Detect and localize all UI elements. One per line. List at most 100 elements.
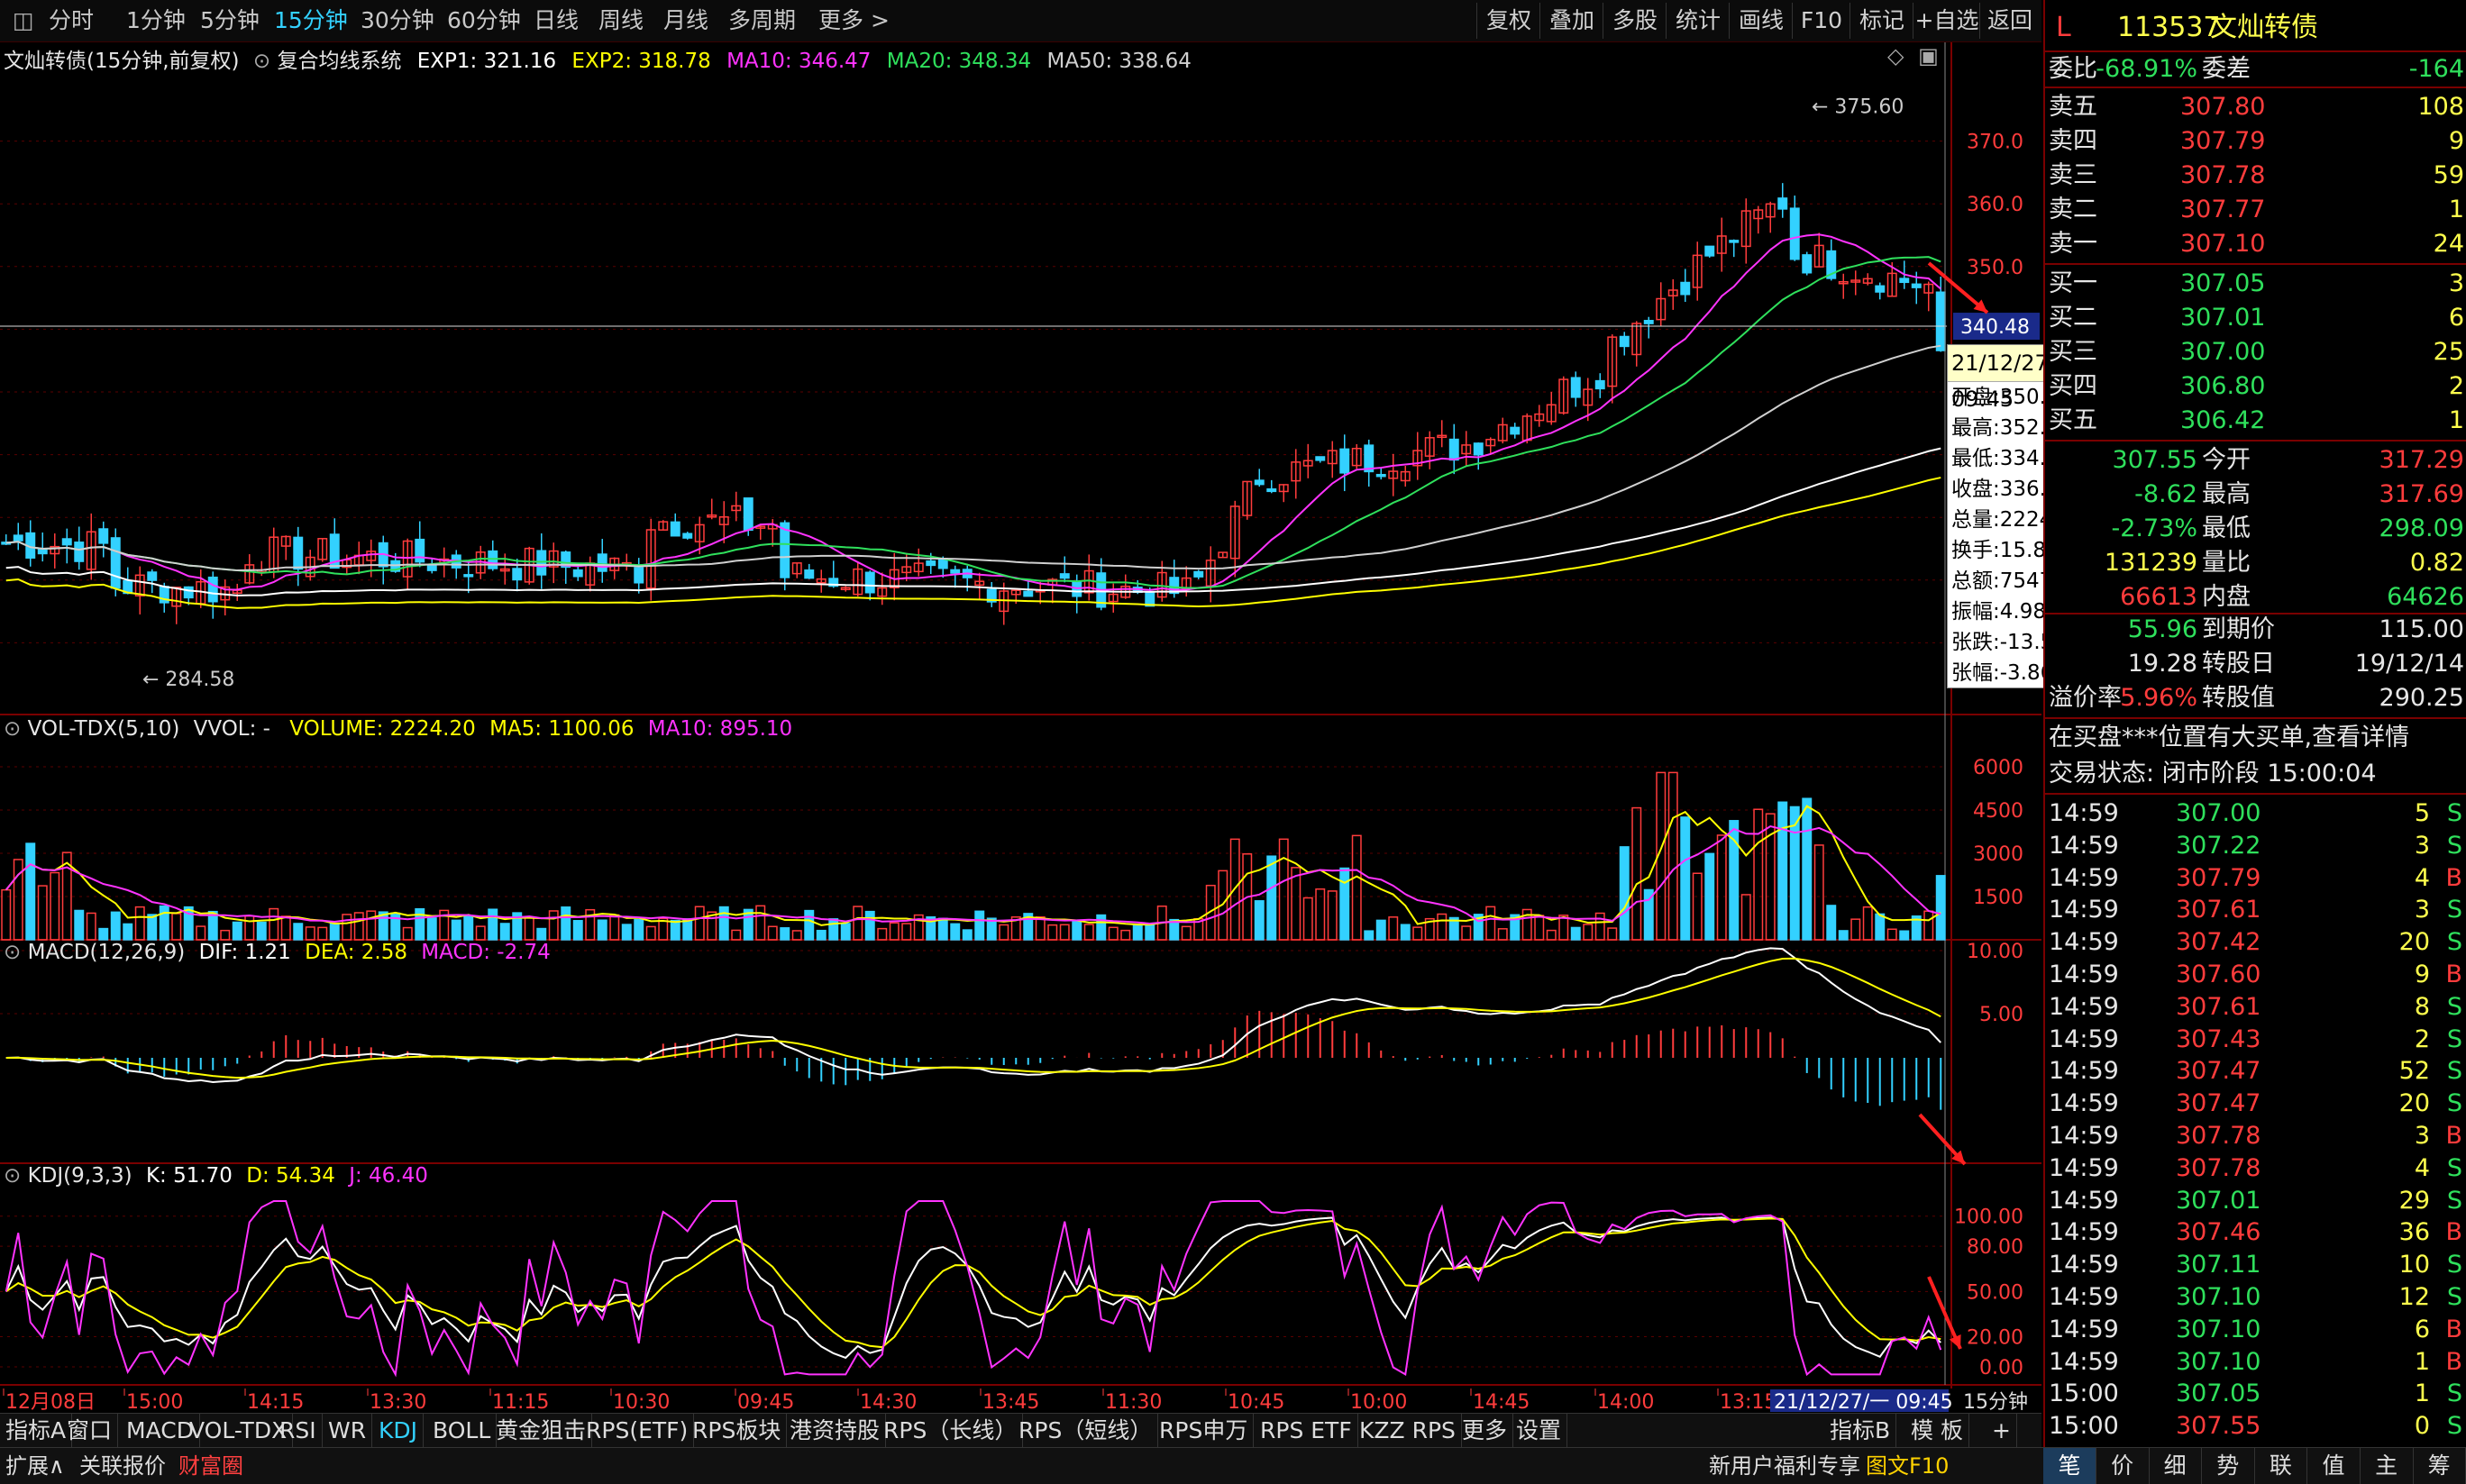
tick-price: 307.55: [2176, 1412, 2261, 1441]
toolbar-button-0[interactable]: 复权: [1476, 3, 1540, 39]
kdj-indicator-name[interactable]: KDJ(9,3,3): [27, 1164, 132, 1188]
indicator-tab-11[interactable]: 港资持股: [784, 1414, 887, 1448]
indicator-tab-0[interactable]: 指标A: [0, 1414, 73, 1448]
indicator-tab-1[interactable]: 窗口: [61, 1414, 119, 1448]
tick-side: S: [2446, 1412, 2462, 1441]
menu-square-icon[interactable]: ◫: [13, 7, 34, 33]
indicator-tab-15[interactable]: RPS ETF: [1255, 1414, 1358, 1448]
indicator-tab-7[interactable]: BOLL: [427, 1414, 498, 1448]
period-tab-0[interactable]: 分时: [49, 7, 95, 33]
indicator-tab-3[interactable]: VOL-TDX: [184, 1414, 294, 1448]
period-tab-7[interactable]: 周线: [598, 7, 644, 33]
period-tab-5[interactable]: 60分钟: [447, 7, 521, 33]
indicator-tab-10[interactable]: RPS板块: [687, 1414, 788, 1448]
time-axis-label: 15:00: [126, 1391, 183, 1413]
indicator-b-tab-0[interactable]: 指标B: [1824, 1414, 1897, 1448]
toolbar-button-4[interactable]: 画线: [1729, 3, 1793, 39]
quote-tab-0[interactable]: 笔: [2043, 1448, 2096, 1484]
period-tab-10[interactable]: 更多 >: [818, 7, 890, 33]
trade-status-row: 交易状态: 闭市阶段 15:00:04: [2045, 757, 2466, 791]
macd-settings-icon[interactable]: ⊙: [4, 941, 22, 964]
indicator-tab-17[interactable]: 更多: [1457, 1414, 1514, 1448]
period-label[interactable]: 15分钟: [1963, 1391, 2028, 1414]
tick-price: 307.10: [2176, 1347, 2261, 1376]
tick-side: S: [2446, 1089, 2462, 1118]
status-promo-0[interactable]: 新用户福利专享: [1709, 1453, 1860, 1479]
quote-tabs: 笔价细势联值主筹: [2043, 1447, 2466, 1484]
period-tab-2[interactable]: 5分钟: [200, 7, 260, 33]
indicator-b-tab-1[interactable]: 模 板: [1905, 1414, 1969, 1448]
period-tab-3[interactable]: 15分钟: [274, 7, 348, 33]
window-icon[interactable]: ▣: [1918, 43, 1939, 68]
indicator-b-tab-2[interactable]: +: [1986, 1414, 2017, 1448]
toolbar-button-2[interactable]: 多股: [1603, 3, 1667, 39]
toolbar-button-8[interactable]: 返回: [1979, 3, 2040, 39]
tick-side: B: [2445, 1315, 2462, 1343]
bid-price: 307.01: [2180, 304, 2266, 332]
ask-price: 307.79: [2180, 127, 2266, 155]
volume-indicator-name[interactable]: VOL-TDX(5,10): [27, 717, 180, 741]
indicator-tab-13[interactable]: RPS（短线）: [1013, 1414, 1159, 1448]
bid-price: 307.05: [2180, 269, 2266, 297]
toolbar-button-3[interactable]: 统计: [1666, 3, 1730, 39]
volume-settings-icon[interactable]: ⊙: [4, 717, 22, 741]
indicator-tab-2[interactable]: MACD: [121, 1414, 200, 1448]
macd-title-row: ⊙ MACD(12,26,9) DIF: 1.21 DEA: 2.58 MACD…: [4, 941, 551, 964]
tick-time: 14:59: [2049, 831, 2119, 860]
quote-tab-2[interactable]: 细: [2149, 1448, 2203, 1484]
indicator-tab-8[interactable]: 黄金狙击: [490, 1414, 593, 1448]
diamond-icon[interactable]: ◇: [1887, 43, 1904, 68]
big-order-notice[interactable]: 在买盘***位置有大买单,查看详情: [2045, 721, 2466, 755]
indicator-tab-4[interactable]: RSI: [274, 1414, 323, 1448]
quote-tab-7[interactable]: 筹: [2413, 1448, 2466, 1484]
toolbar-button-6[interactable]: 标记: [1850, 3, 1913, 39]
kdj-settings-icon[interactable]: ⊙: [4, 1164, 22, 1188]
bid-level-1: 买一 307.05 3: [2045, 267, 2466, 301]
time-cursor-label: 21/12/27/一 09:45: [1774, 1391, 1953, 1413]
period-tab-8[interactable]: 月线: [663, 7, 709, 33]
tick-side: S: [2446, 1283, 2462, 1311]
indicator-tab-16[interactable]: KZZ RPS: [1354, 1414, 1462, 1448]
status-link-1[interactable]: 关联报价: [79, 1453, 166, 1479]
quote-tab-4[interactable]: 联: [2254, 1448, 2308, 1484]
indicator-tab-18[interactable]: 设置: [1511, 1414, 1568, 1448]
period-tab-9[interactable]: 多周期: [728, 7, 797, 33]
indicator-tab-5[interactable]: WR: [323, 1414, 373, 1448]
period-tab-6[interactable]: 日线: [534, 7, 580, 33]
quote-tab-6[interactable]: 主: [2361, 1448, 2414, 1484]
stat-row: 131239 量比 0.82: [2045, 546, 2466, 580]
ask-price: 307.10: [2180, 230, 2266, 258]
toolbar-button-1[interactable]: 叠加: [1539, 3, 1603, 39]
quote-tab-3[interactable]: 势: [2202, 1448, 2255, 1484]
indicator-tab-12[interactable]: RPS（长线）: [878, 1414, 1024, 1448]
indicator-name[interactable]: 复合均线系统: [277, 50, 402, 73]
indicator-tab-9[interactable]: RPS(ETF): [580, 1414, 695, 1448]
market-flag: L: [2056, 12, 2071, 43]
time-axis-label: 14:00: [1597, 1391, 1654, 1413]
dea-value: DEA: 2.58: [305, 941, 407, 964]
indicator-dropdown-icon[interactable]: ⊙: [252, 50, 271, 73]
quote-tab-1[interactable]: 价: [2096, 1448, 2150, 1484]
toolbar-button-5[interactable]: F10: [1792, 3, 1850, 39]
tick-time: 15:00: [2049, 1379, 2119, 1408]
ask-volume: 108: [2417, 93, 2464, 121]
status-promo-1[interactable]: 图文F10: [1866, 1453, 1950, 1479]
indicator-tab-14[interactable]: RPS申万: [1154, 1414, 1255, 1448]
period-toolbar: ◫ 分时 1分钟 5分钟 15分钟 30分钟 60分钟 日线 周线 月线 多周期 更多 > 复权 叠加…: [0, 0, 2041, 42]
tick-volume: 3: [2414, 831, 2430, 860]
indicator-tab-6[interactable]: KDJ: [373, 1414, 425, 1448]
tick-row: 14:59 307.79 4 B: [2045, 861, 2466, 896]
period-tab-4[interactable]: 30分钟: [361, 7, 434, 33]
bid-label: 买一: [2049, 269, 2097, 297]
quote-tab-5[interactable]: 值: [2307, 1448, 2361, 1484]
period-tab-1[interactable]: 1分钟: [126, 7, 186, 33]
status-link-0[interactable]: 扩展∧: [5, 1453, 65, 1479]
notice-text[interactable]: 在买盘***位置有大买单,查看详情: [2049, 724, 2410, 751]
tick-volume: 20: [2398, 1089, 2430, 1118]
tick-row: 14:59 307.42 20 S: [2045, 925, 2466, 960]
tick-price: 307.78: [2176, 1153, 2261, 1182]
toolbar-button-7[interactable]: +自选: [1913, 3, 1980, 39]
macd-indicator-name[interactable]: MACD(12,26,9): [27, 941, 186, 964]
status-link-2[interactable]: 财富圈: [178, 1453, 243, 1479]
